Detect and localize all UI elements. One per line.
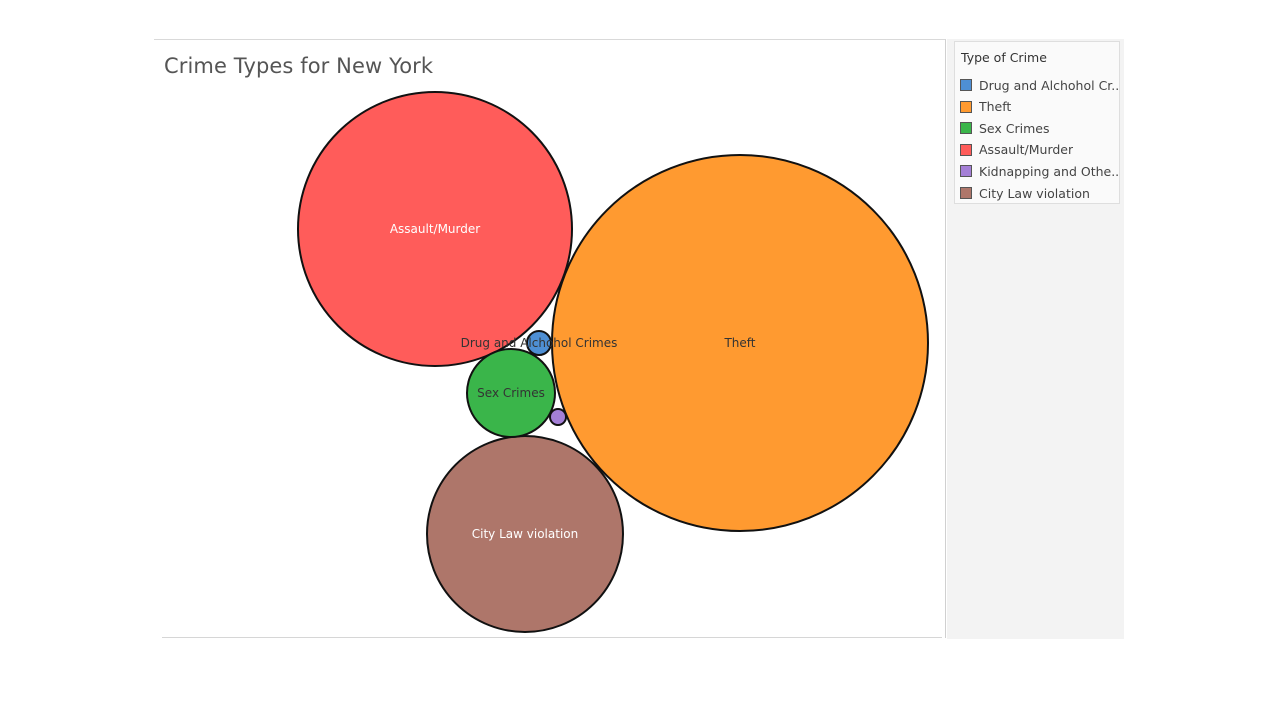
bubble-chart: Theft Assault/Murder City Law violation Sex… xyxy=(297,91,929,633)
legend-label: Drug and Alchohol Cr.. xyxy=(979,77,1118,93)
legend: Type of Crime Drug and Alchohol Cr.. Thef… xyxy=(954,41,1120,204)
legend-item-sex-crimes[interactable]: Sex Crimes xyxy=(960,118,1118,138)
bubble-assault-murder[interactable] xyxy=(297,91,573,367)
legend-label: Sex Crimes xyxy=(979,120,1050,136)
dashboard: Crime Types for New York Theft Assault/Mu… xyxy=(154,39,1124,639)
bubble-label-assault-murder: Assault/Murder xyxy=(390,222,480,236)
bubble-kidnapping-and-other[interactable] xyxy=(549,408,567,426)
legend-label: City Law violation xyxy=(979,185,1090,201)
legend-item-drug-and-alchohol-crimes[interactable]: Drug and Alchohol Cr.. xyxy=(960,75,1118,95)
legend-swatch xyxy=(960,122,972,135)
legend-item-city-law-violation[interactable]: City Law violation xyxy=(960,183,1118,203)
bubble-sex-crimes[interactable] xyxy=(466,348,556,438)
bubble-label-drug-and-alchohol-crimes: Drug and Alchohol Crimes xyxy=(461,336,618,350)
bubble-city-law-violation[interactable] xyxy=(426,435,624,633)
bubble-drug-and-alchohol-crimes[interactable] xyxy=(526,330,552,356)
legend-swatch xyxy=(960,187,972,199)
legend-label: Kidnapping and Othe.. xyxy=(979,163,1118,179)
legend-label: Assault/Murder xyxy=(979,142,1074,158)
legend-item-theft[interactable]: Theft xyxy=(960,97,1118,117)
chart-title: Crime Types for New York xyxy=(164,54,434,78)
legend-swatch xyxy=(960,165,972,178)
legend-swatch xyxy=(960,79,972,91)
legend-swatch xyxy=(960,100,972,113)
bubble-label-theft: Theft xyxy=(723,336,755,350)
legend-item-assault-murder[interactable]: Assault/Murder xyxy=(960,140,1118,160)
bubble-label-city-law-violation: City Law violation xyxy=(472,527,578,541)
legend-pane: Type of Crime Drug and Alchohol Cr.. Thef… xyxy=(947,39,1124,639)
legend-item-kidnapping-and-other[interactable]: Kidnapping and Othe.. xyxy=(960,161,1118,181)
legend-title: Type of Crime xyxy=(961,50,1047,65)
chart-divider xyxy=(162,637,942,638)
chart-pane: Crime Types for New York Theft Assault/Mu… xyxy=(154,39,946,638)
legend-swatch xyxy=(960,143,972,156)
bubble-label-sex-crimes: Sex Crimes xyxy=(477,386,545,400)
legend-label: Theft xyxy=(979,99,1012,115)
